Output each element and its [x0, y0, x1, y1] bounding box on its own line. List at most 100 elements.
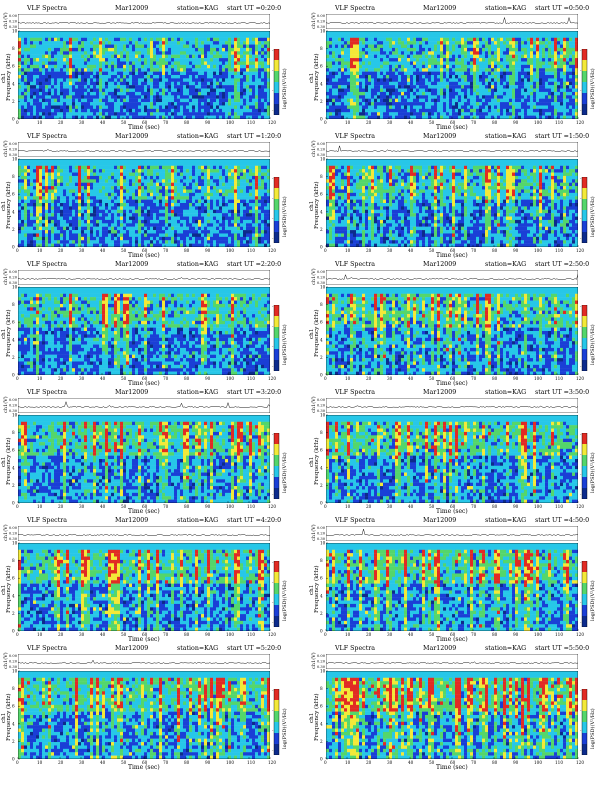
spectrogram-cell	[485, 37, 489, 42]
spectrogram-cell	[243, 98, 247, 103]
spectrogram-cell	[347, 54, 351, 59]
spectrogram-cell	[347, 85, 351, 89]
spectrogram-cell	[530, 68, 534, 72]
spectrogram-cell	[506, 44, 510, 49]
spectrogram-cell	[575, 41, 578, 45]
spectrogram-cell	[410, 102, 414, 106]
spectrogram-cell	[63, 54, 67, 59]
spectrogram-cell	[446, 34, 450, 38]
spectrogram-cell	[36, 44, 40, 49]
spectrogram-cell	[416, 108, 420, 113]
spectrogram-cell	[180, 159, 184, 163]
spectrogram-cell	[548, 34, 552, 38]
spectrogram-cell	[54, 68, 58, 72]
spectrogram-cell	[126, 41, 130, 45]
spectrogram-cell	[30, 68, 34, 72]
spectrogram-cell	[488, 112, 492, 116]
spectrogram-cell	[228, 47, 232, 52]
spectrogram-cell	[42, 78, 46, 82]
spectrogram-cell	[51, 105, 55, 110]
spectrogram-cell	[482, 41, 486, 45]
spectrogram-cell	[404, 61, 408, 66]
spectrogram-cell	[246, 115, 250, 119]
spectrogram-cell	[144, 165, 148, 170]
spectrogram-cell	[437, 108, 441, 113]
spectrogram-cell	[177, 179, 181, 183]
spectrogram-cell	[243, 102, 247, 106]
spectrogram-cell	[186, 102, 190, 106]
spectrogram-cell	[449, 34, 453, 38]
spectrogram-cell	[407, 95, 411, 99]
spectrogram-cell	[398, 47, 402, 52]
spectrogram-cell	[207, 179, 211, 183]
spectrogram-cell	[69, 34, 73, 38]
waveform-plot	[326, 14, 578, 29]
spectrogram-cell	[114, 162, 118, 166]
spectrogram-cell	[21, 172, 25, 177]
spectrogram-cell	[389, 41, 393, 45]
spectrogram-cell	[443, 105, 447, 110]
spectrogram-cell	[461, 102, 465, 106]
spectrogram-cell	[132, 105, 136, 110]
spectrogram-cell	[470, 34, 474, 38]
spectrogram-cell	[219, 64, 223, 69]
spectrogram-cell	[144, 78, 148, 82]
spectrogram-cell	[93, 78, 97, 82]
spectrogram-cell	[464, 95, 468, 99]
spectrogram-cell	[338, 112, 342, 116]
spectrogram-cell	[548, 31, 552, 35]
spectrogram-cell	[93, 112, 97, 116]
spectrogram-cell	[551, 64, 555, 69]
spectrogram-cell	[21, 54, 25, 59]
spectrogram-cell	[63, 34, 67, 38]
spectrogram-cell	[39, 37, 43, 42]
spectrogram-cell	[156, 78, 160, 82]
spectrogram-cell	[377, 51, 381, 55]
spectrogram-cell	[407, 98, 411, 103]
spectrogram-cell	[368, 34, 372, 38]
spectrogram-cell	[162, 169, 166, 173]
spectrogram-cell	[255, 172, 259, 177]
spectrogram-cell	[464, 88, 468, 93]
spectrogram-cell	[371, 95, 375, 99]
spectrogram-cell	[186, 165, 190, 170]
spectrogram-cell	[165, 162, 169, 166]
spectrogram-cell	[518, 91, 522, 96]
spectrogram-cell	[57, 108, 61, 113]
spectrogram-cell	[258, 108, 262, 113]
spectrogram-cell	[81, 34, 85, 38]
spectrogram-cell	[177, 68, 181, 72]
spectrogram-cell	[168, 81, 172, 86]
spectrogram-cell	[572, 85, 576, 89]
spectrogram-cell	[488, 95, 492, 99]
spectrogram-cell	[81, 175, 85, 180]
spectrogram-cell	[33, 159, 37, 163]
spectrogram-cell	[81, 75, 85, 79]
spectrogram-cell	[180, 68, 184, 72]
spectrogram-cell	[87, 54, 91, 59]
spectrogram-cell	[410, 112, 414, 116]
spectrogram-cell	[246, 51, 250, 55]
spectrogram-cell	[551, 71, 555, 76]
spectrogram-cell	[63, 68, 67, 72]
spectrogram-cell	[482, 105, 486, 110]
spectrogram-cell	[416, 71, 420, 76]
spectrogram-cell	[18, 105, 22, 110]
spectrogram-cell	[48, 31, 52, 35]
spectrogram-cell	[207, 75, 211, 79]
spectrogram-cell	[39, 85, 43, 89]
spectrogram-cell	[452, 115, 456, 119]
spectrogram-cell	[572, 47, 576, 52]
spectrogram-cell	[42, 51, 46, 55]
spectrogram-cell	[422, 88, 426, 93]
spectrogram-cell	[99, 61, 103, 66]
spectrogram-cell	[63, 78, 67, 82]
spectrogram-cell	[527, 51, 531, 55]
spectrogram-cell	[210, 47, 214, 52]
spectrogram-cell	[120, 34, 124, 38]
spectrogram-cell	[467, 64, 471, 69]
spectrogram-cell	[21, 51, 25, 55]
spectrogram-cell	[93, 91, 97, 96]
spectrogram-cell	[153, 108, 157, 113]
spectrogram-cell	[102, 175, 106, 180]
